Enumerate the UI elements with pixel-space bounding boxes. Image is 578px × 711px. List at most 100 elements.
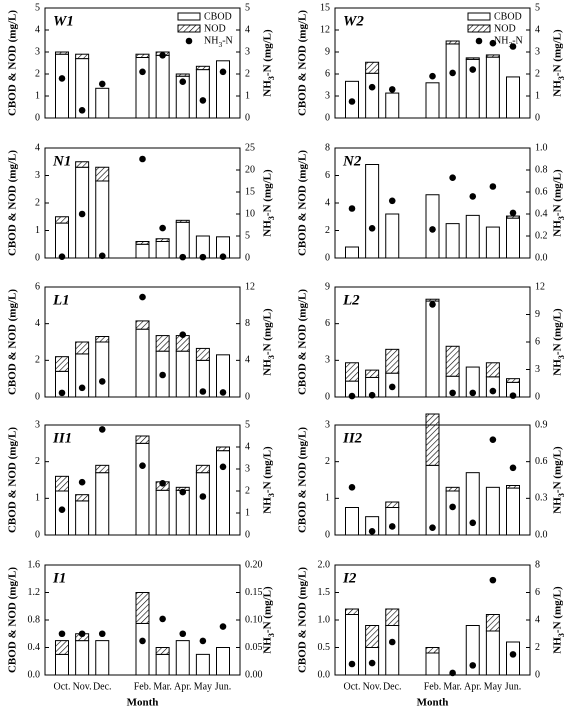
y2-tick-label: 0.15 (245, 587, 263, 598)
nh3-dot (489, 436, 497, 443)
nh3-dot (179, 253, 187, 261)
nh3-dot (348, 392, 356, 400)
plot-frame (334, 286, 531, 398)
nh3-dot (469, 662, 477, 669)
bar-nod (485, 614, 500, 632)
y2-tick-label: 0 (245, 252, 250, 263)
y-tick-label: 1 (35, 90, 40, 101)
bar-cbod (155, 489, 170, 536)
nh3-dot (139, 68, 146, 76)
bar-cbod (365, 72, 380, 119)
y2-tick-label: 4 (245, 441, 250, 452)
y2-tick-label: 0.4 (535, 208, 548, 219)
bar-cbod (175, 350, 190, 398)
nh3-dot (98, 80, 106, 88)
bar-cbod (345, 507, 359, 536)
y-tick-label: 2 (35, 355, 40, 366)
plot-frame (334, 147, 531, 259)
nh3-dot (348, 205, 356, 212)
y2-tick-label: 4 (245, 24, 250, 35)
bar-nod (385, 348, 400, 374)
y-tick-label: 1 (325, 493, 330, 504)
nh3-dot (199, 493, 207, 500)
nh3-dot (368, 225, 376, 232)
y-tick-label: 2 (325, 225, 330, 236)
bar-cbod (385, 213, 400, 259)
panel-title: L2 (342, 292, 360, 308)
y-tick-label: 2 (35, 456, 40, 467)
y2-tick-label: 5 (535, 2, 540, 13)
nh3-dot (159, 615, 166, 623)
y-tick-label: 3 (325, 419, 330, 430)
y-tick-label: 3 (35, 46, 40, 57)
nh3-dot (58, 389, 66, 397)
bar-cbod (95, 341, 110, 398)
bar-nod (506, 378, 520, 383)
bar-cbod (465, 214, 480, 259)
y-tick-label: 0 (35, 252, 40, 263)
legend-dot (185, 37, 193, 45)
bar-cbod (195, 653, 210, 676)
x-tick-label: May (194, 681, 212, 692)
nh3-dot (509, 651, 517, 658)
bar-nod (75, 494, 90, 502)
nh3-dot (368, 528, 376, 535)
plot-frame (44, 7, 241, 119)
bar-nod (425, 413, 440, 466)
bar-nod (55, 356, 69, 372)
y2-axis-label: NH3-N (mg/L) (262, 29, 277, 97)
nh3-dot (469, 193, 477, 200)
bar-cbod (385, 92, 400, 119)
y-axis-label: CBOD & NOD (mg/L) (7, 427, 19, 533)
nh3-dot (509, 464, 517, 472)
y-tick-label: 0.0 (318, 669, 331, 680)
y2-tick-label: 0.3 (535, 493, 548, 504)
y2-axis-label: NH3-N (mg/L) (262, 169, 277, 237)
y2-tick-label: 10 (245, 208, 255, 219)
nh3-dot (199, 388, 207, 395)
nh3-dot (199, 97, 207, 104)
legend-label: NH3-N (494, 35, 523, 49)
bar-cbod (445, 43, 460, 119)
bar-nod (445, 486, 460, 492)
y2-tick-label: 8 (535, 559, 540, 570)
y2-axis-label: NH3-N (mg/L) (552, 308, 567, 376)
nh3-dot (159, 224, 166, 232)
y2-axis-label: NH3-N (mg/L) (552, 29, 567, 97)
bar-cbod (506, 76, 520, 119)
bar-nod (55, 216, 69, 224)
nh3-dot (98, 630, 106, 638)
nh3-dot (509, 43, 517, 50)
bar-cbod (175, 640, 190, 676)
y2-tick-label: 6 (535, 587, 540, 598)
y-axis-label: CBOD & NOD (mg/L) (297, 427, 309, 533)
legend-label: CBOD (494, 11, 522, 22)
legend-swatch (177, 24, 201, 33)
x-tick-label: Dec. (383, 681, 402, 692)
bar-nod (135, 241, 150, 245)
bar-cbod (95, 472, 110, 536)
nh3-dot (179, 331, 187, 338)
x-tick-label: Oct. (54, 681, 71, 692)
x-tick-label: Mar. (443, 681, 462, 692)
y2-tick-label: 15 (245, 186, 255, 197)
y-tick-label: 4 (35, 24, 40, 35)
y2-tick-label: 2 (535, 68, 540, 79)
bar-cbod (445, 223, 460, 259)
nh3-dot (78, 107, 86, 114)
bar-cbod (155, 54, 170, 119)
y2-axis-label: NH3-N (mg/L) (262, 586, 277, 654)
y-axis-label: CBOD & NOD (mg/L) (297, 289, 309, 395)
y2-tick-label: 0.6 (535, 186, 548, 197)
y2-tick-label: 6 (535, 336, 540, 347)
y2-tick-label: 1.0 (535, 142, 548, 153)
nh3-dot (219, 389, 227, 396)
bar-nod (75, 341, 90, 355)
bar-nod (345, 362, 359, 382)
nh3-dot (139, 293, 146, 301)
nh3-dot (219, 68, 227, 76)
y-tick-label: 9 (325, 281, 330, 292)
nh3-dot (58, 630, 66, 638)
legend-swatch (467, 24, 491, 33)
legend-label: NH3-N (204, 35, 233, 49)
